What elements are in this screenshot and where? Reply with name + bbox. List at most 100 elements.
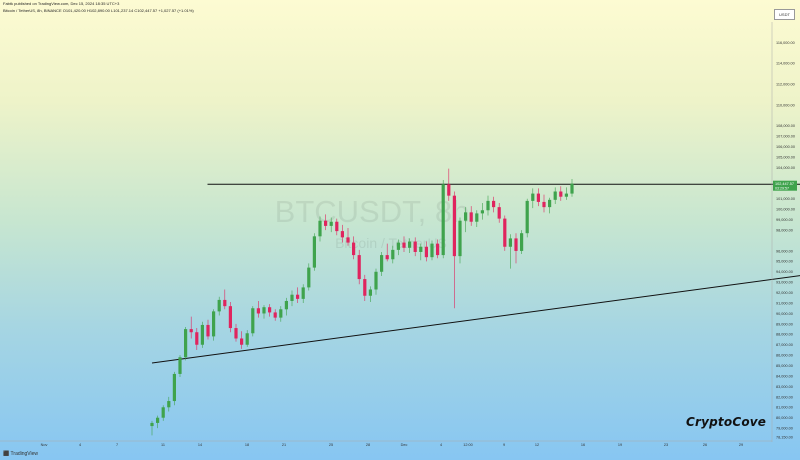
candle [206, 319, 210, 340]
candle [340, 224, 344, 243]
candle-body [240, 338, 244, 345]
price-tick-label: 91,000.00 [776, 301, 793, 305]
candle-body [508, 238, 512, 247]
price-tick-label: 94,000.00 [776, 270, 793, 274]
candle-body [324, 220, 328, 226]
candle-body [380, 255, 384, 272]
price-tick-label: 99,000.00 [776, 218, 793, 222]
price-axis[interactable]: 116,000.00 114,000.00 112,000.00 110,000.00… [771, 22, 797, 442]
candle [469, 206, 473, 226]
published-credit: Fabtk published on TradingView.com, Dec … [3, 1, 120, 6]
price-tick-label: 108,000.00 [776, 124, 795, 128]
price-tick-label: 90,000.00 [776, 312, 793, 316]
candle [508, 234, 512, 269]
time-tick-label: 25 [329, 443, 333, 447]
ascending-trendline[interactable] [151, 219, 800, 364]
price-tick-label: 110,000.00 [776, 103, 795, 107]
candle [396, 239, 400, 256]
price-tick-label: 92,000.00 [776, 291, 793, 295]
candle-body [161, 407, 165, 418]
candle-body [570, 183, 574, 194]
candle-body [262, 307, 266, 314]
candle [256, 300, 260, 318]
candle [486, 195, 490, 216]
candle [402, 236, 406, 252]
candle-body [178, 357, 182, 374]
candle [307, 263, 311, 291]
time-tick-label: 9 [503, 443, 505, 447]
drawn-lines[interactable] [151, 183, 800, 364]
candle-body [200, 324, 204, 345]
time-tick-label: 21 [282, 443, 286, 447]
candles [150, 168, 574, 436]
candle [447, 168, 451, 201]
candle-body [312, 236, 316, 268]
price-tick-label: 82,000.00 [776, 395, 793, 399]
candle-body [553, 191, 557, 200]
time-tick-label: 4 [440, 443, 442, 447]
price-tick-label: 89,000.00 [776, 322, 793, 326]
ticker-ohlc-line: Bitcoin / TetherUS, 8h, BINANCE O101,420… [3, 8, 194, 13]
candle-body [284, 300, 288, 310]
candle [475, 210, 479, 227]
candle [368, 286, 372, 302]
candle [200, 321, 204, 348]
time-tick-label: 28 [366, 443, 370, 447]
candle-body [514, 238, 518, 251]
candle-body [564, 193, 568, 197]
candle [424, 241, 428, 262]
candle-body [206, 324, 210, 337]
candle [284, 297, 288, 316]
watermark-name: Bitcoin / TetherUS [335, 235, 447, 251]
time-tick-label: 11 [161, 443, 165, 447]
time-tick-label: 18 [245, 443, 249, 447]
candle-body [542, 201, 546, 208]
candle-body [464, 212, 468, 221]
candle [536, 188, 540, 207]
candle-body [452, 195, 456, 257]
time-axis[interactable]: Nov 4 7 11 14 18 21 25 28 Dec 4 12:00 9 12 16 19 23 26 29 [0, 440, 772, 447]
candle-body [402, 242, 406, 248]
candle-body [486, 200, 490, 211]
candle-body [368, 289, 372, 296]
candle [570, 178, 574, 197]
candle [245, 330, 249, 347]
candle-body [497, 207, 501, 219]
candle [268, 304, 272, 317]
time-tick-label: 19 [618, 443, 622, 447]
candle-body [172, 373, 176, 402]
candle [279, 306, 283, 322]
price-tick-label: 104,000.00 [776, 166, 795, 170]
candle [290, 290, 294, 307]
candle-body [447, 184, 451, 196]
candle-body [268, 307, 272, 313]
time-tick-label: 29 [739, 443, 743, 447]
candle-body [340, 231, 344, 238]
candle [228, 302, 232, 333]
time-tick-label: 23 [664, 443, 668, 447]
candle [497, 202, 501, 223]
currency-button[interactable]: USDT [774, 9, 795, 20]
tradingview-logo-text: TradingView [10, 451, 39, 457]
candle-body [396, 242, 400, 250]
candle-body [536, 193, 540, 202]
candle-body [436, 243, 440, 256]
time-tick-label: 4 [79, 443, 81, 447]
price-tick-label: 105,000.00 [776, 155, 795, 159]
candle-body [475, 213, 479, 222]
brand-watermark: CryptoCove [686, 415, 767, 429]
candle-body [245, 333, 249, 345]
candle-body [363, 279, 367, 296]
price-tick-label: 79,000.00 [776, 427, 793, 431]
candle [161, 405, 165, 421]
candle-body [408, 241, 412, 248]
candle [178, 355, 182, 378]
candle [251, 306, 255, 337]
price-tick-label: 87,000.00 [776, 343, 793, 347]
candle-body [307, 267, 311, 288]
candle [234, 323, 238, 342]
candle-body [167, 401, 171, 408]
candle-body [559, 191, 563, 197]
candle [458, 217, 462, 264]
